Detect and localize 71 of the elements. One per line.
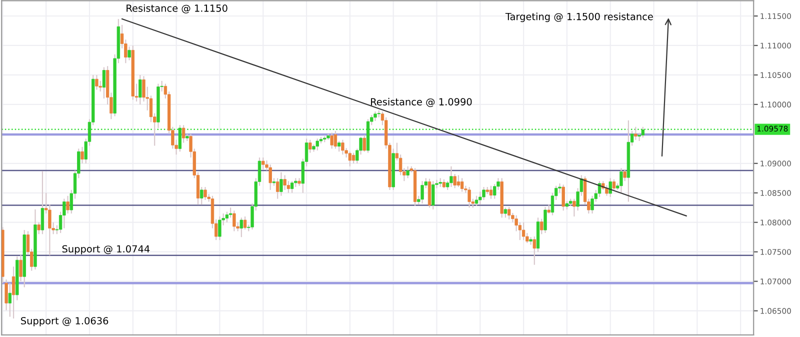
candlestick xyxy=(450,166,453,188)
candlestick xyxy=(608,178,612,198)
annotation: Support @ 1.0744 xyxy=(62,245,150,254)
candlestick xyxy=(243,216,247,230)
candlestick xyxy=(612,178,616,190)
candlestick xyxy=(268,164,272,190)
candlestick xyxy=(240,217,243,238)
candlestick xyxy=(532,236,536,266)
candlestick xyxy=(620,168,623,194)
candlestick xyxy=(572,198,576,218)
candlestick xyxy=(330,132,334,150)
candlestick xyxy=(178,124,182,152)
annotation: Targeting @ 1.1500 resistance xyxy=(505,12,653,22)
candlestick xyxy=(128,46,131,61)
candlestick xyxy=(316,138,319,151)
candlestick xyxy=(460,178,464,192)
candlestick xyxy=(540,218,544,235)
annotation: Resistance @ 1.0990 xyxy=(371,98,472,108)
annotation: Resistance @ 1.1150 xyxy=(126,4,228,14)
candlestick xyxy=(225,211,229,223)
candlestick xyxy=(232,210,236,232)
candlestick xyxy=(182,124,186,144)
candlestick xyxy=(623,168,626,182)
candlestick xyxy=(362,134,366,152)
candlestick xyxy=(37,222,40,235)
candlestick xyxy=(428,178,432,208)
candlestick xyxy=(337,140,341,152)
candlestick xyxy=(478,191,482,206)
candlestick xyxy=(280,172,283,196)
candlestick xyxy=(489,185,493,200)
candlestick xyxy=(544,206,547,234)
candlestick xyxy=(432,180,435,210)
candlestick xyxy=(562,184,565,212)
annotation: Support @ 1.0636 xyxy=(21,317,108,326)
candlestick xyxy=(40,170,44,235)
candlestick xyxy=(474,195,478,206)
candlestick xyxy=(348,151,352,167)
candlestick xyxy=(19,254,22,282)
candlestick xyxy=(341,139,344,156)
candlestick xyxy=(200,186,204,206)
candlestick xyxy=(352,152,356,164)
candlestick xyxy=(334,130,338,150)
candlestick xyxy=(420,180,424,204)
candlestick xyxy=(456,174,460,188)
candlestick xyxy=(283,174,286,190)
candlestick xyxy=(12,266,16,320)
candlestick xyxy=(598,180,602,198)
candlestick xyxy=(641,126,644,138)
candlestick xyxy=(62,198,66,229)
candlestick xyxy=(66,195,70,214)
candlestick xyxy=(290,180,294,194)
candlestick xyxy=(138,74,142,105)
candlestick xyxy=(482,186,486,201)
candlestick xyxy=(634,126,638,140)
candlestick xyxy=(406,166,410,179)
candlestick xyxy=(80,146,84,164)
candlestick xyxy=(522,222,526,241)
candlestick xyxy=(529,236,532,246)
candlestick xyxy=(228,207,232,218)
candlestick xyxy=(95,74,98,90)
candlestick xyxy=(218,216,222,241)
candlestick xyxy=(468,186,471,208)
candlestick xyxy=(508,206,511,220)
candlestick xyxy=(262,156,265,170)
candlestick xyxy=(102,66,106,100)
candlestick xyxy=(504,207,508,218)
candlestick xyxy=(204,186,207,201)
candlestick xyxy=(605,184,608,196)
candlestick xyxy=(276,178,280,200)
candlestick xyxy=(308,139,312,154)
candlestick xyxy=(374,110,377,122)
